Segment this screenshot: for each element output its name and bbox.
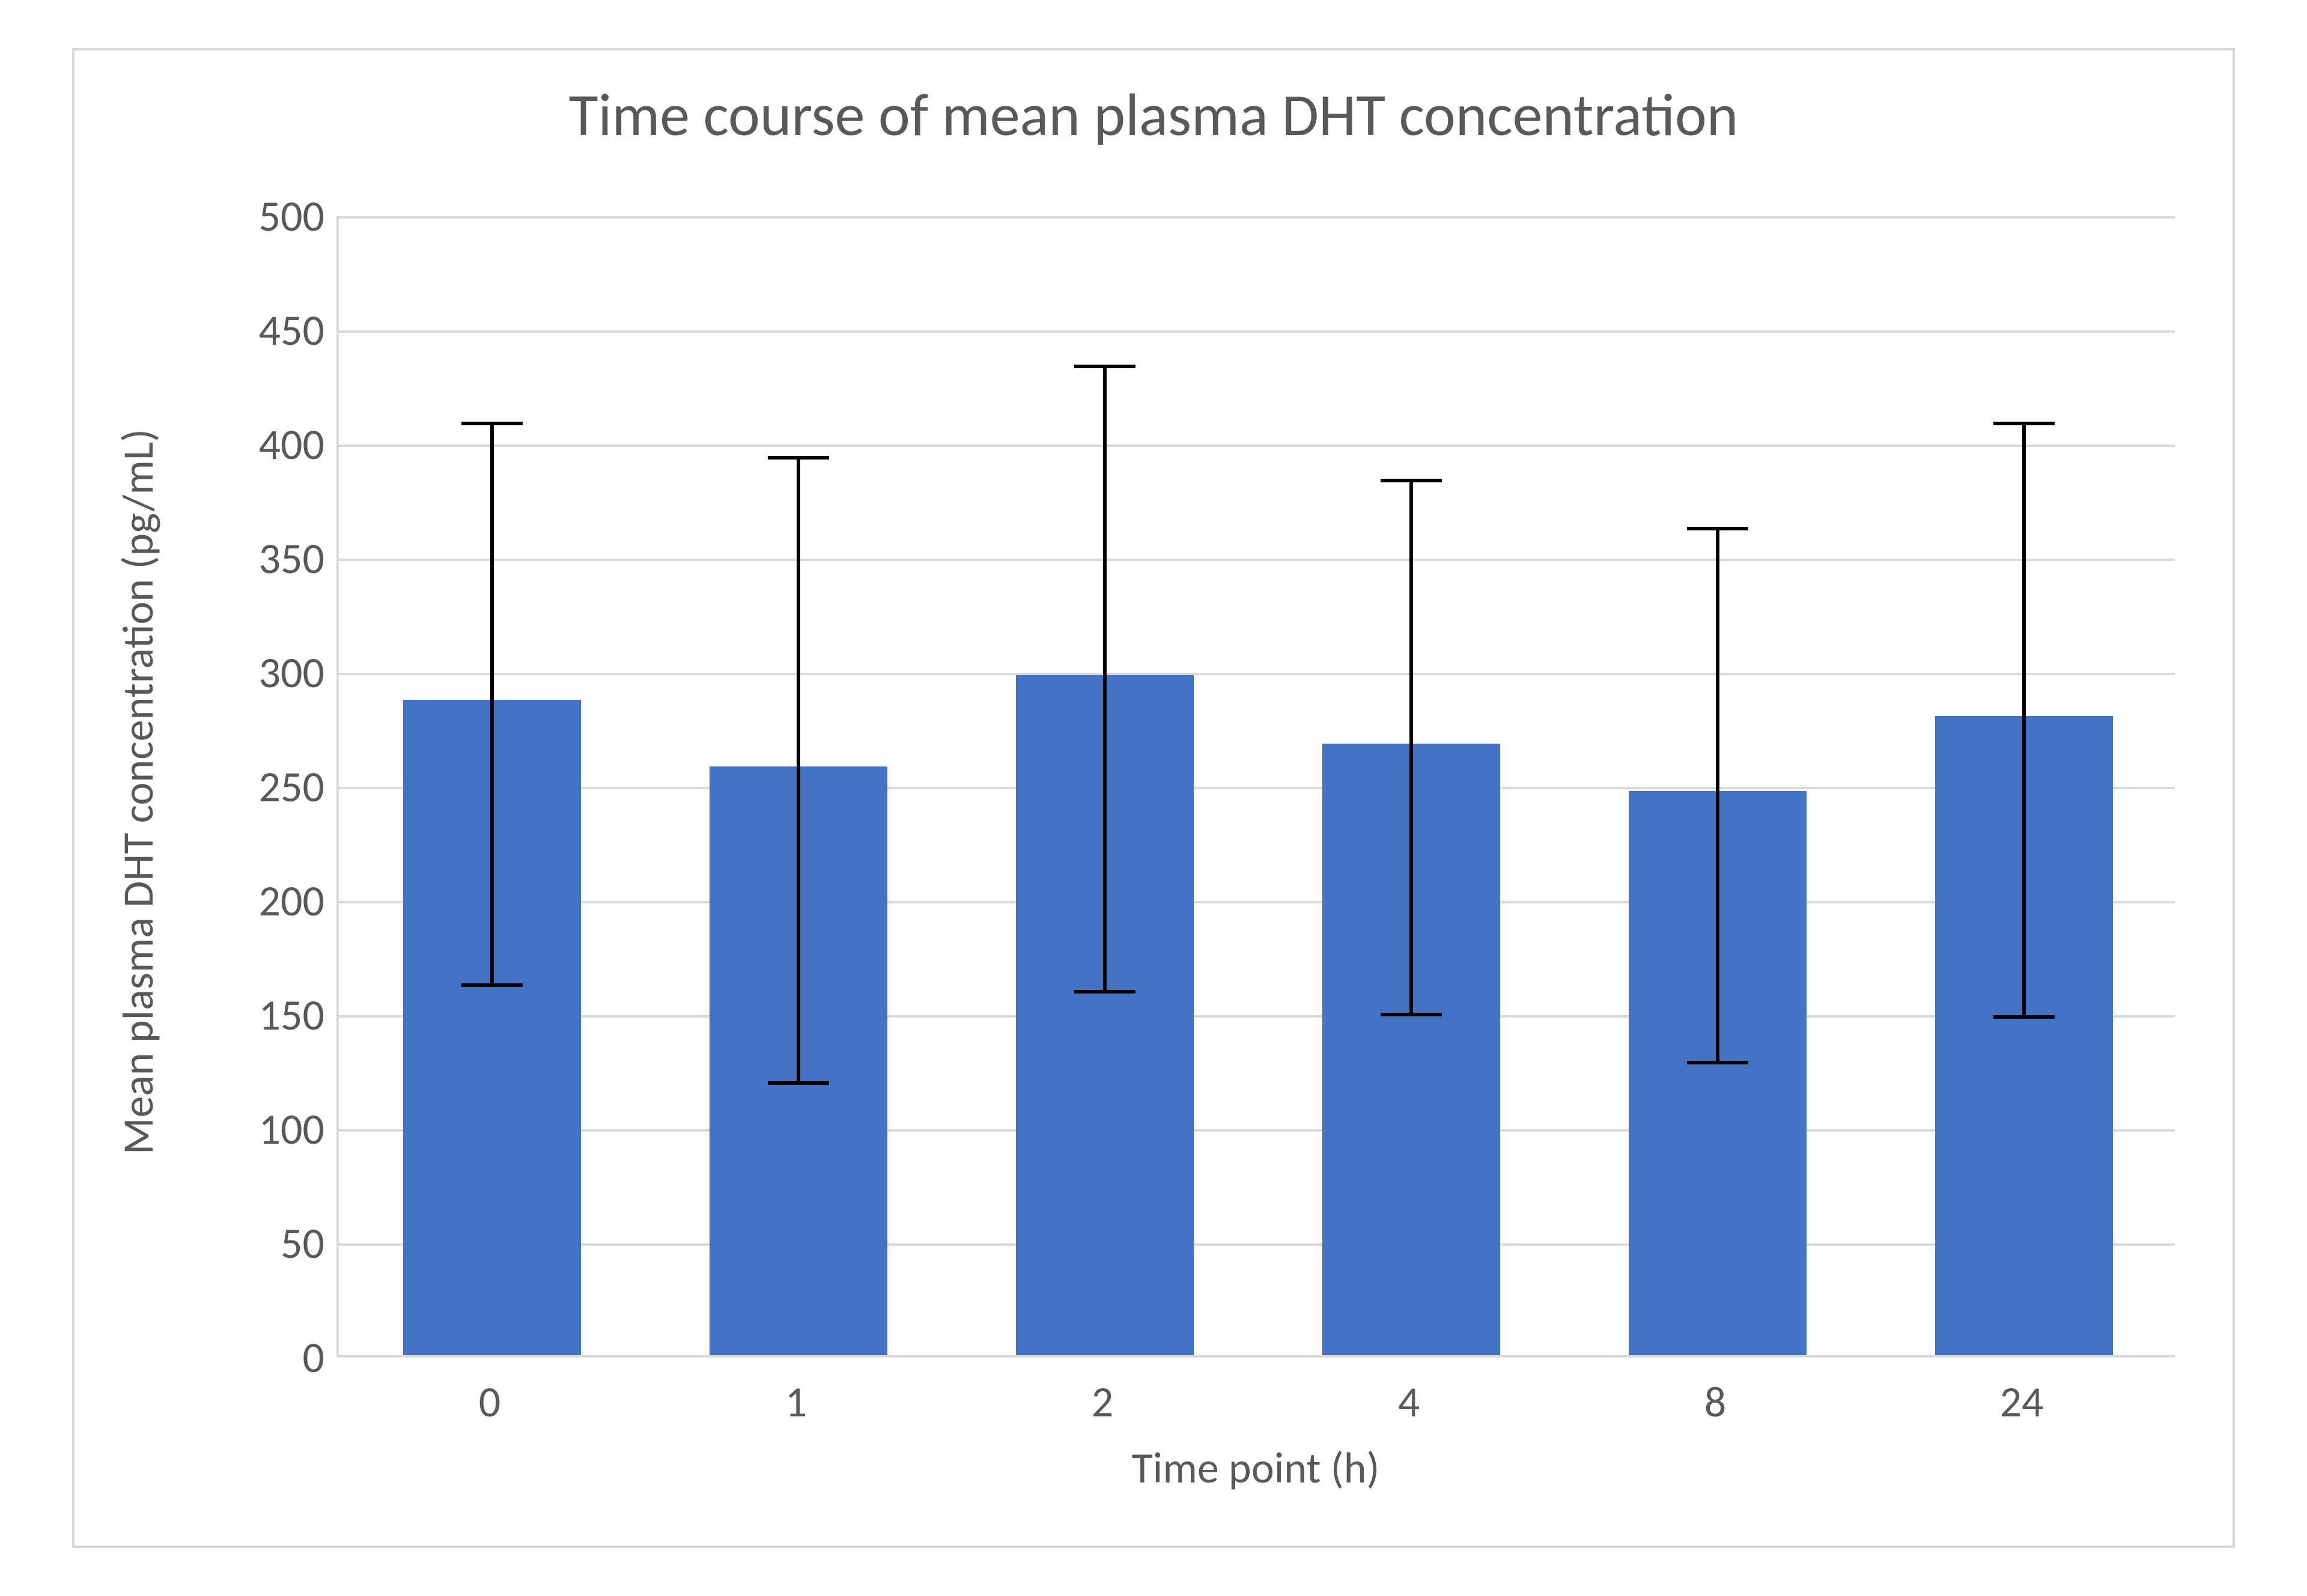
error-bar-cap [768, 1081, 829, 1085]
gridline [339, 330, 2175, 333]
y-tick-label: 450 [204, 304, 324, 357]
error-bar-cap [768, 456, 829, 460]
error-bar-cap [1993, 1015, 2055, 1019]
chart-title: Time course of mean plasma DHT concentra… [72, 78, 2235, 174]
x-tick-label: 8 [1704, 1376, 1727, 1428]
x-tick-label: 24 [2000, 1376, 2044, 1428]
y-tick-label: 200 [204, 875, 324, 927]
y-tick-label: 150 [204, 989, 324, 1042]
y-tick-label: 500 [204, 190, 324, 243]
gridline [339, 216, 2175, 219]
x-tick-label: 1 [785, 1376, 807, 1428]
gridline [339, 787, 2175, 789]
error-bar-cap [461, 983, 523, 987]
error-bar [1103, 365, 1107, 990]
y-tick-label: 350 [204, 532, 324, 585]
error-bar-cap [1074, 990, 1135, 994]
y-axis-title: Mean plasma DHT concentration (pg/mL) [112, 221, 165, 1362]
error-bar [1409, 479, 1413, 1013]
plot-area [336, 216, 2175, 1358]
y-tick-label: 100 [204, 1103, 324, 1156]
gridline [339, 1243, 2175, 1246]
error-bar-cap [1074, 365, 1135, 368]
y-tick-label: 300 [204, 646, 324, 699]
x-tick-label: 4 [1398, 1376, 1420, 1428]
y-tick-label: 0 [204, 1331, 324, 1384]
y-tick-label: 50 [204, 1217, 324, 1270]
error-bar-cap [461, 422, 523, 425]
gridline [339, 559, 2175, 561]
gridline [339, 1015, 2175, 1018]
error-bar-cap [1381, 479, 1442, 482]
x-tick-label: 2 [1092, 1376, 1114, 1428]
error-bar [1716, 527, 1719, 1061]
gridline [339, 1129, 2175, 1132]
error-bar [490, 422, 494, 983]
error-bar-cap [1993, 422, 2055, 425]
gridline [339, 901, 2175, 903]
y-tick-label: 250 [204, 760, 324, 813]
gridline [339, 445, 2175, 447]
error-bar-cap [1687, 1061, 1748, 1064]
y-tick-label: 400 [204, 418, 324, 471]
error-bar-cap [1381, 1013, 1442, 1016]
x-tick-label: 0 [479, 1376, 501, 1428]
gridline [339, 673, 2175, 675]
error-bar-cap [1687, 527, 1748, 530]
error-bar [2022, 422, 2026, 1015]
error-bar [797, 456, 800, 1081]
x-axis-title: Time point (h) [336, 1442, 2175, 1494]
